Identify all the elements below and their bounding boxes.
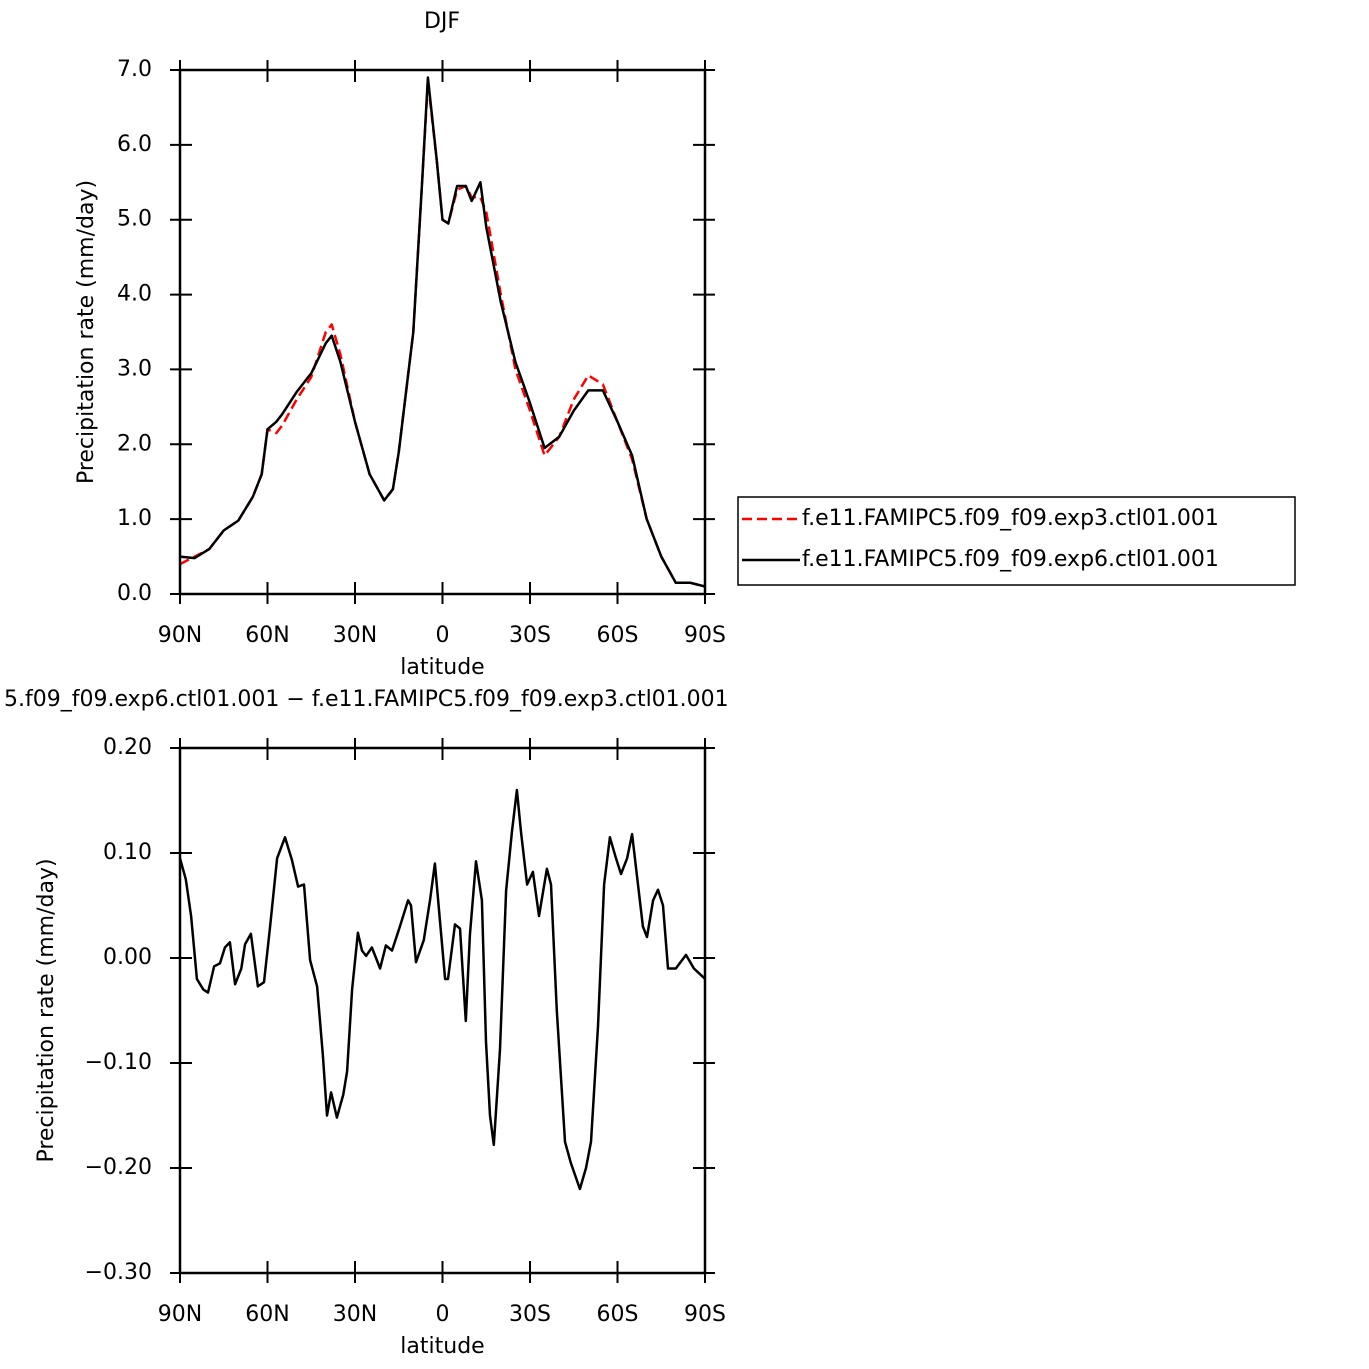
x-tick-label: 90S	[684, 623, 726, 648]
y-tick-label: −0.30	[85, 1260, 152, 1285]
x-tick-label: 0	[436, 1302, 450, 1327]
y-tick-label: 0.0	[117, 581, 152, 606]
x-tick-label: 60S	[597, 623, 639, 648]
data-line	[179, 76, 706, 588]
x-tick-label: 60S	[597, 1302, 639, 1327]
y-axis-label: Precipitation rate (mm/day)	[74, 180, 99, 484]
x-tick-label: 60N	[245, 1302, 289, 1327]
x-tick-label: 30S	[509, 623, 551, 648]
x-tick-label: 0	[436, 623, 450, 648]
y-tick-label: 1.0	[117, 506, 152, 531]
x-tick-label: 90N	[158, 1302, 202, 1327]
x-tick-label: 90N	[158, 623, 202, 648]
y-tick-label: 0.00	[103, 945, 152, 970]
y-tick-label: −0.10	[85, 1050, 152, 1075]
legend-label: f.e11.FAMIPC5.f09_f09.exp6.ctl01.001	[802, 547, 1219, 572]
legend-label: f.e11.FAMIPC5.f09_f09.exp3.ctl01.001	[802, 506, 1219, 531]
y-axis-label: Precipitation rate (mm/day)	[34, 858, 59, 1162]
y-tick-label: 2.0	[117, 431, 152, 456]
y-tick-label: 7.0	[117, 57, 152, 82]
x-tick-label: 30N	[333, 623, 377, 648]
y-tick-label: 5.0	[117, 207, 152, 232]
y-tick-label: 0.10	[103, 840, 152, 865]
y-tick-label: 3.0	[117, 356, 152, 381]
x-tick-label: 30N	[333, 1302, 377, 1327]
data-line	[179, 79, 706, 588]
x-axis-label: latitude	[400, 1334, 484, 1359]
x-tick-label: 60N	[245, 623, 289, 648]
y-tick-label: 0.20	[103, 735, 152, 760]
y-tick-label: 4.0	[117, 282, 152, 307]
plot-frame	[178, 68, 707, 596]
chart-title: DJF	[424, 9, 460, 34]
x-axis-label: latitude	[400, 655, 484, 680]
x-tick-label: 90S	[684, 1302, 726, 1327]
x-tick-label: 30S	[509, 1302, 551, 1327]
y-tick-label: −0.20	[85, 1155, 152, 1180]
y-tick-label: 6.0	[117, 132, 152, 157]
data-line	[178, 788, 706, 1191]
legend-box	[737, 496, 1296, 586]
chart-title: 5.f09_f09.exp6.ctl01.001 − f.e11.FAMIPC5…	[4, 687, 729, 712]
plot-frame	[178, 746, 707, 1275]
